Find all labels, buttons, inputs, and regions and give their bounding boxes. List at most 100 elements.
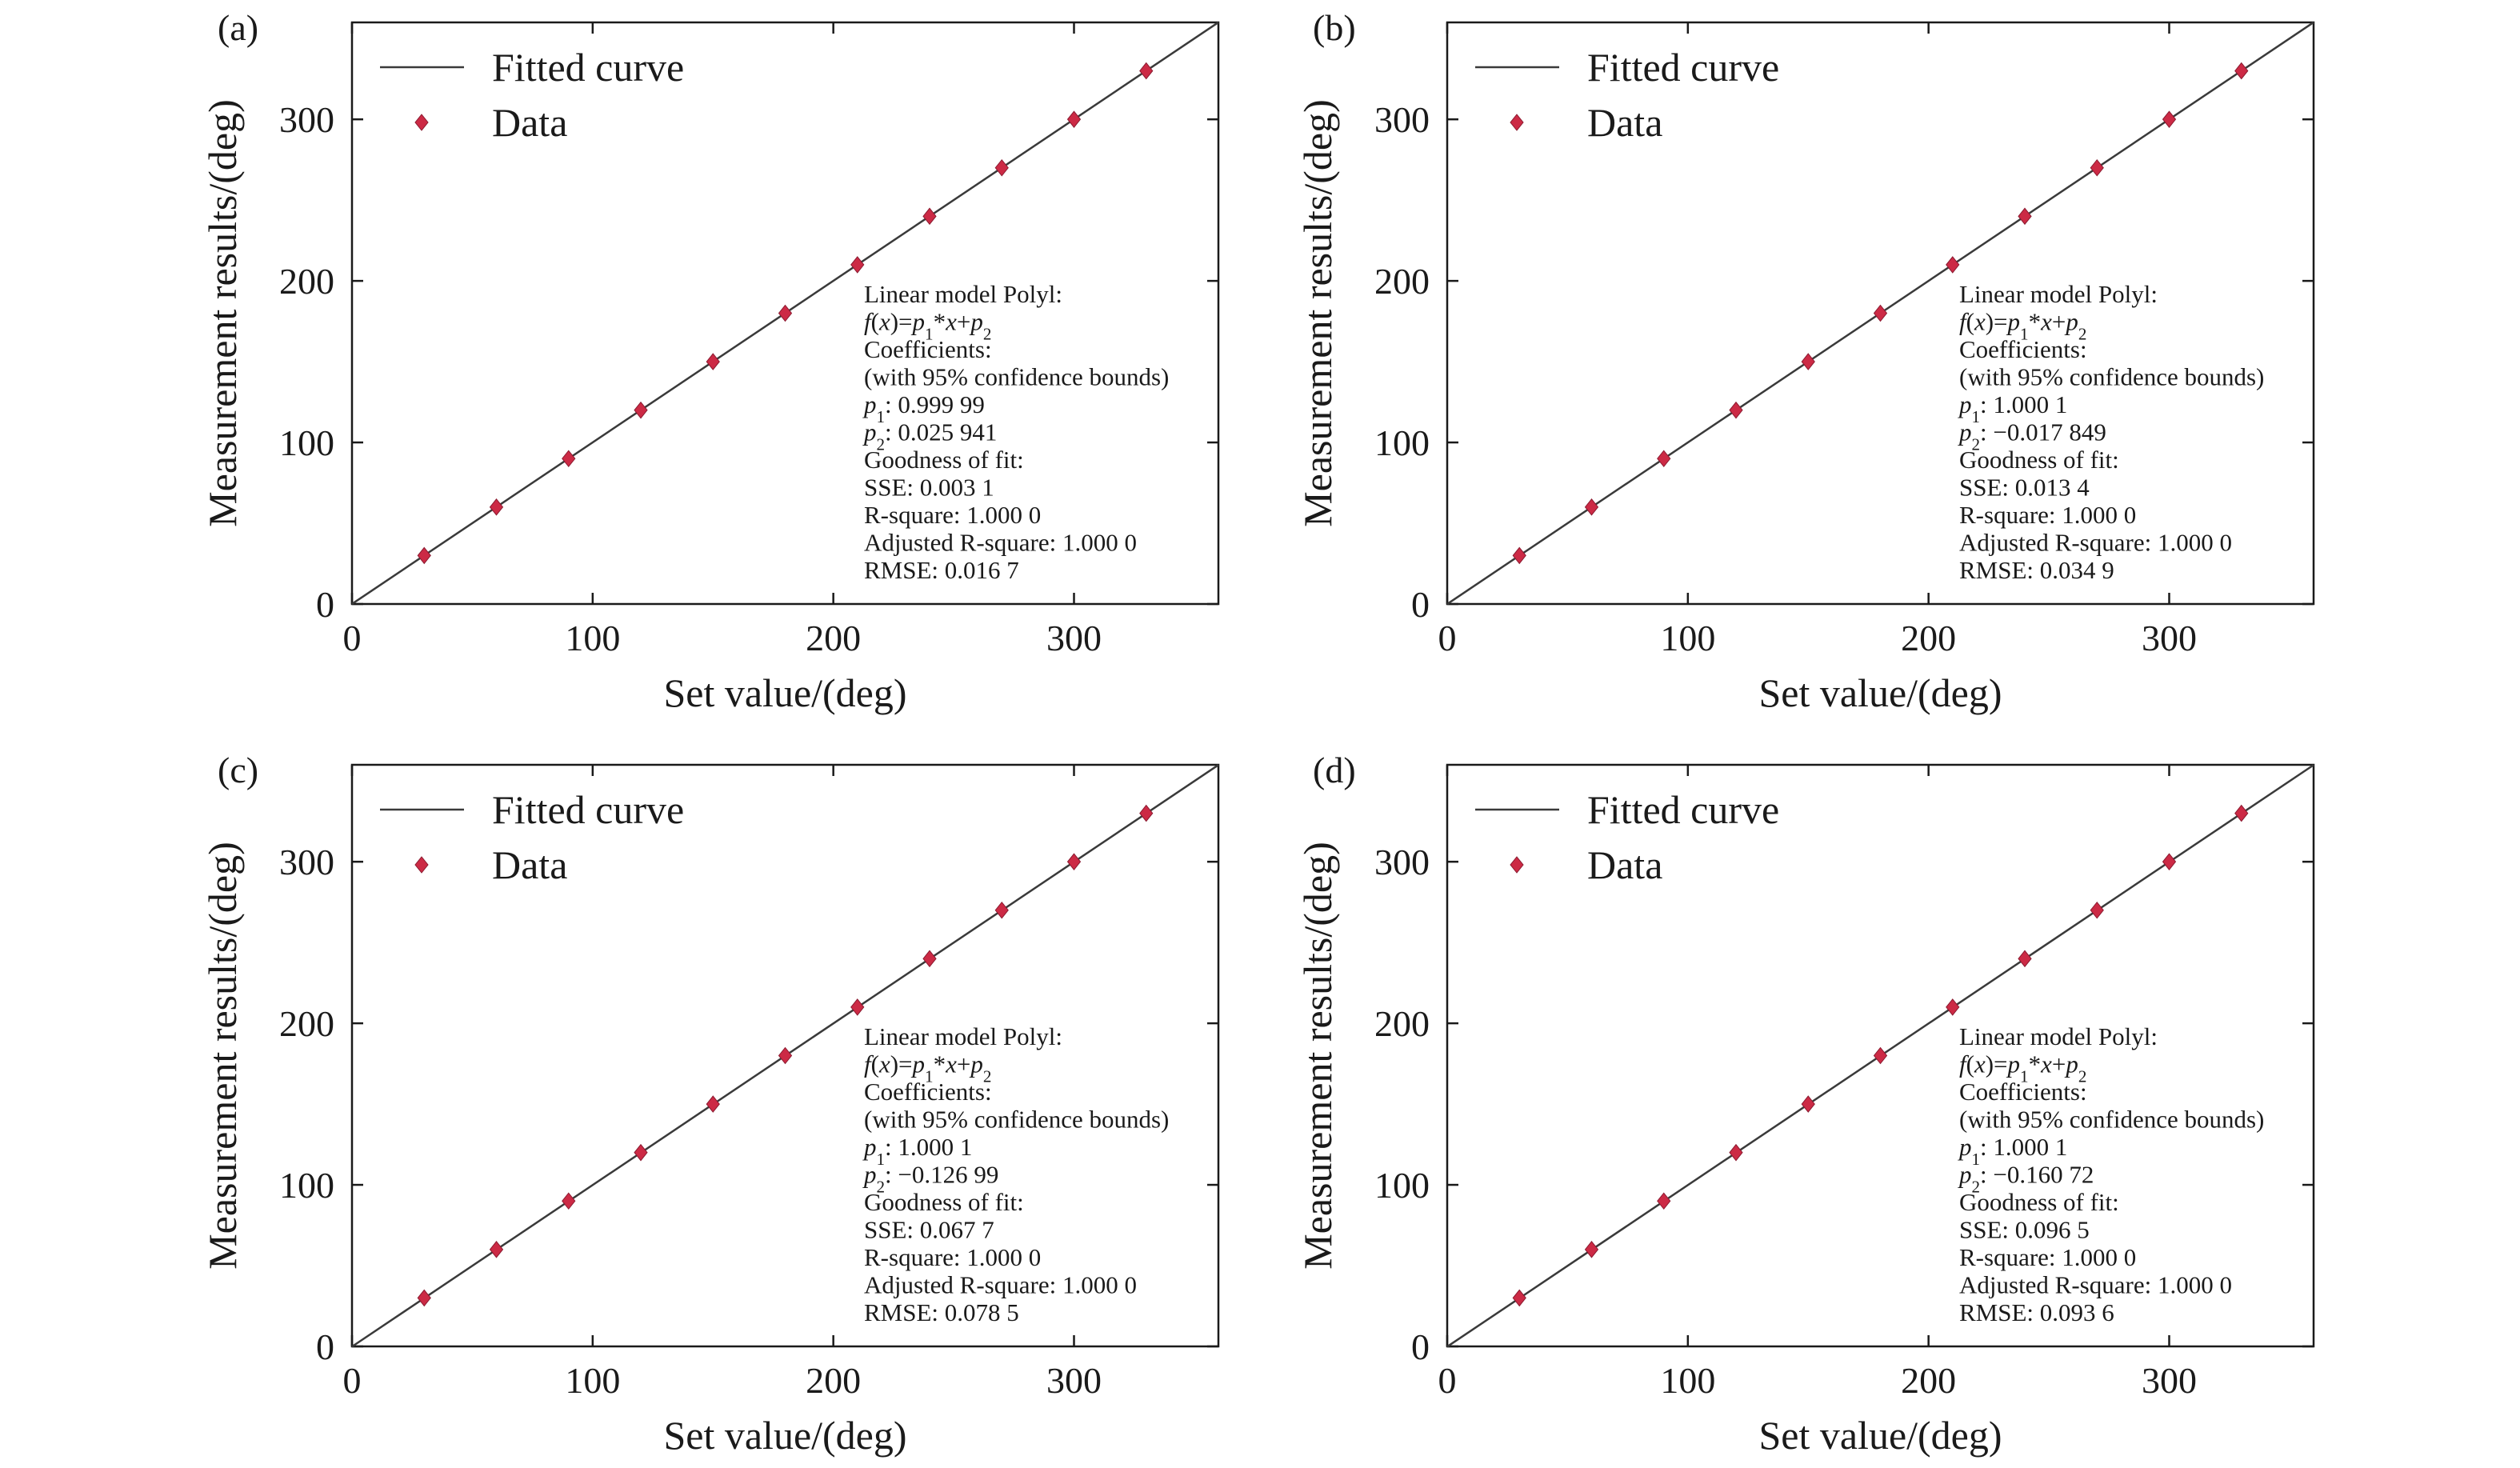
data-point	[2234, 804, 2249, 822]
y-axis-label: Measurement results/(deg)	[1295, 842, 1340, 1270]
data-point	[1139, 804, 1154, 822]
x-tick-label: 300	[1046, 1360, 1102, 1401]
data-point	[994, 158, 1009, 177]
data-point	[2090, 901, 2104, 919]
y-tick-label: 100	[279, 1165, 334, 1206]
legend-label-data: Data	[1587, 100, 1662, 145]
data-point	[1801, 353, 1815, 370]
fit-stat-coefficients: Coefficients:	[1959, 1078, 2087, 1106]
legend-label-fitted-curve: Fitted curve	[492, 787, 684, 832]
data-point	[417, 1289, 431, 1307]
y-tick-label: 200	[1374, 261, 1430, 302]
x-tick-label: 0	[343, 1360, 362, 1401]
data-point	[1801, 1095, 1815, 1113]
data-point	[1066, 110, 1082, 128]
data-point	[2234, 62, 2249, 80]
fit-stat-model: Linear model Polyl:	[864, 1022, 1062, 1050]
data-point	[1873, 1046, 1888, 1065]
y-axis-label: Measurement results/(deg)	[200, 842, 245, 1270]
legend-label-data: Data	[492, 842, 567, 887]
fit-stat-adjrsq: Adjusted R-square: 1.000 0	[864, 1271, 1137, 1299]
fit-stat-rsq: R-square: 1.000 0	[864, 501, 1041, 529]
data-point	[778, 304, 793, 322]
fit-stat-gof: Goodness of fit:	[864, 1188, 1024, 1216]
fit-stat-rsq: R-square: 1.000 0	[1959, 501, 2136, 529]
data-point	[562, 450, 576, 468]
legend-label-data: Data	[1587, 842, 1662, 887]
fit-coefficient-p2: p2: 0.025 941	[862, 418, 997, 454]
plot-frame	[350, 21, 1220, 606]
data-point	[1946, 998, 1960, 1016]
panel-label: (b)	[1313, 7, 1356, 48]
legend-marker-swatch	[414, 856, 429, 874]
data-point	[1657, 450, 1671, 468]
data-point	[634, 401, 648, 419]
y-tick-label: 0	[1411, 1326, 1430, 1367]
fit-formula: f(x)=p1*x+p2	[1959, 1050, 2086, 1086]
fit-stat-rmse: RMSE: 0.093 6	[1959, 1298, 2114, 1326]
chart-panel: 0 100 200 300 0 100 200 300 Set value/(deg) Measu…	[1295, 7, 2315, 715]
data-point	[2018, 950, 2032, 968]
x-tick-label: 0	[1438, 618, 1457, 658]
x-tick-label: 100	[565, 618, 620, 658]
fit-coefficient-p2: p2: −0.126 99	[862, 1161, 998, 1197]
data-point	[2162, 110, 2177, 128]
data-point	[1584, 498, 1599, 516]
y-tick-label: 100	[1374, 1165, 1430, 1206]
plot-frame	[1446, 763, 2315, 1348]
data-point	[562, 1192, 576, 1210]
data-point	[2018, 207, 2032, 226]
x-tick-label: 200	[806, 618, 861, 658]
y-tick-label: 0	[316, 584, 334, 625]
data-point	[1139, 62, 1154, 80]
y-axis-label: Measurement results/(deg)	[1295, 99, 1340, 527]
plot-frame	[1446, 21, 2315, 606]
x-axis-label: Set value/(deg)	[1758, 670, 2002, 715]
data-point	[850, 998, 865, 1016]
data-point	[1584, 1241, 1599, 1258]
legend-label-fitted-curve: Fitted curve	[492, 45, 684, 90]
chart-panel: 0 100 200 300 0 100 200 300 Set value/(deg) Measu…	[200, 7, 1220, 715]
data-point	[489, 1241, 504, 1258]
data-point	[994, 901, 1009, 919]
y-tick-label: 300	[279, 842, 334, 882]
fit-coefficient-p2: p2: −0.160 72	[1958, 1161, 2094, 1197]
y-tick-label: 200	[279, 261, 334, 302]
fit-formula: f(x)=p1*x+p2	[1959, 308, 2086, 344]
fit-stat-model: Linear model Polyl:	[1959, 1022, 2158, 1050]
y-tick-label: 0	[316, 1326, 334, 1367]
fit-stat-bounds: (with 95% confidence bounds)	[864, 1106, 1169, 1134]
fit-stat-coefficients: Coefficients:	[1959, 335, 2087, 363]
fit-stat-gof: Goodness of fit:	[864, 446, 1024, 474]
y-tick-label: 100	[279, 422, 334, 463]
x-tick-label: 100	[565, 1360, 620, 1401]
fit-formula: f(x)=p1*x+p2	[864, 1050, 991, 1086]
fit-stat-adjrsq: Adjusted R-square: 1.000 0	[1959, 1271, 2232, 1299]
fit-stat-rmse: RMSE: 0.034 9	[1959, 556, 2114, 584]
fit-stat-sse: SSE: 0.096 5	[1959, 1216, 2090, 1244]
fit-stat-rsq: R-square: 1.000 0	[1959, 1243, 2136, 1271]
x-tick-label: 0	[1438, 1360, 1457, 1401]
fit-coefficient-p1: p1: 0.999 99	[862, 390, 985, 426]
x-axis-label: Set value/(deg)	[663, 670, 906, 715]
data-point	[489, 498, 504, 516]
data-point	[1729, 1143, 1743, 1162]
x-axis-label: Set value/(deg)	[663, 1413, 906, 1458]
legend-label-fitted-curve: Fitted curve	[1587, 787, 1779, 832]
data-point	[417, 546, 431, 565]
y-tick-label: 300	[1374, 842, 1430, 882]
fit-stat-sse: SSE: 0.003 1	[864, 474, 994, 502]
data-point	[922, 207, 937, 226]
fit-stat-bounds: (with 95% confidence bounds)	[864, 363, 1169, 391]
data-point	[2090, 158, 2104, 177]
fit-coefficient-p1: p1: 1.000 1	[862, 1133, 972, 1169]
chart-panel: 0 100 200 300 0 100 200 300 Set value/(deg) Measu…	[200, 750, 1220, 1458]
fit-stat-sse: SSE: 0.013 4	[1959, 474, 2090, 502]
legend-marker-swatch	[1510, 114, 1524, 131]
fit-stat-bounds: (with 95% confidence bounds)	[1959, 363, 2264, 391]
x-tick-label: 300	[1046, 618, 1102, 658]
data-point	[1657, 1192, 1671, 1210]
data-point	[634, 1143, 648, 1162]
fit-stat-coefficients: Coefficients:	[864, 1078, 992, 1106]
